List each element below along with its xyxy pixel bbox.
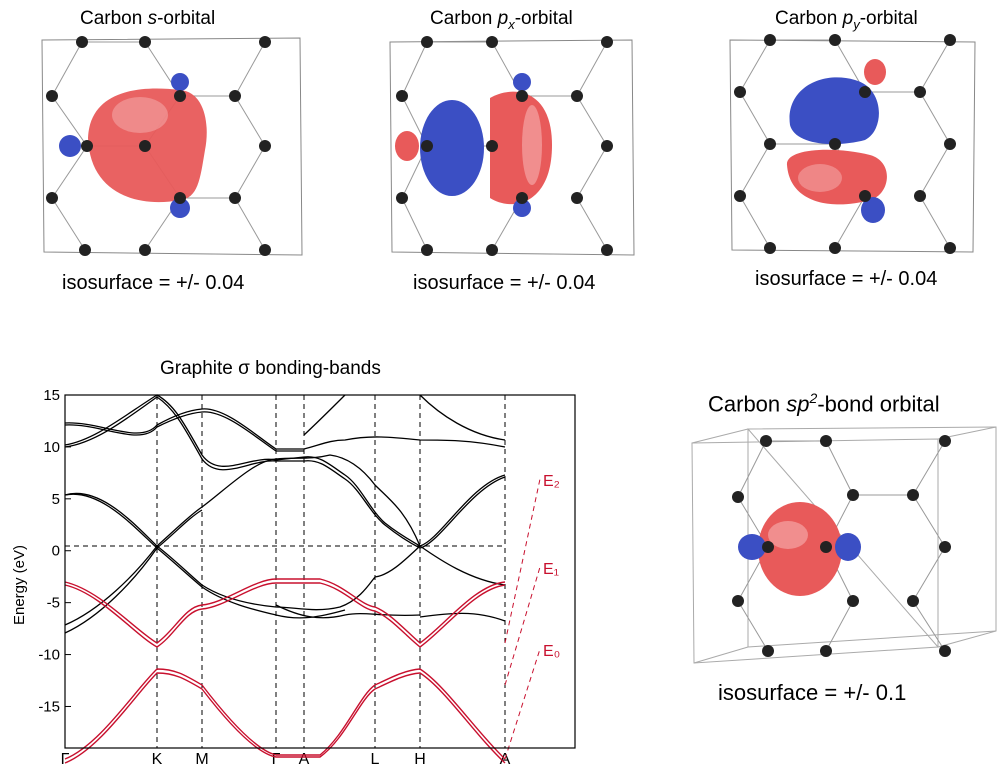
sp2-orbital-title: Carbon sp2-bond orbital <box>708 390 940 417</box>
sp2-orbital-isosurface: isosurface = +/- 0.1 <box>718 680 907 705</box>
title-suffix: -bond orbital <box>817 391 940 417</box>
x-tick-label: K <box>152 751 163 765</box>
x-tick-label: Γ <box>61 751 70 765</box>
px-orbital-image <box>389 36 635 256</box>
title-prefix: Carbon <box>708 391 787 417</box>
y-ticks: 15 10 5 0 -5 -10 -15 <box>38 387 71 715</box>
s-orbital-title: Carbon s-orbital <box>80 8 215 30</box>
title-subscript: y <box>853 16 860 32</box>
x-tick-label: H <box>414 751 426 765</box>
title-italic: p <box>497 8 509 29</box>
annotation-e1: E₁ <box>543 561 559 578</box>
title-suffix: -orbital <box>157 8 216 29</box>
px-orbital-isosurface: isosurface = +/- 0.04 <box>413 272 596 294</box>
py-orbital-isosurface: isosurface = +/- 0.04 <box>755 268 938 290</box>
title-italic: s <box>147 8 158 29</box>
title-italic: p <box>842 8 854 29</box>
s-orbital-image <box>41 36 303 256</box>
highlighted-bands <box>64 578 506 764</box>
x-tick-label: M <box>195 751 208 765</box>
py-orbital-title: Carbon py-orbital <box>775 8 918 32</box>
sp2-orbital-image <box>691 426 997 664</box>
title-suffix: -orbital <box>859 8 918 29</box>
y-tick-label: -10 <box>38 647 60 664</box>
y-tick-label: 10 <box>43 439 60 456</box>
title-prefix: Carbon <box>80 8 148 29</box>
y-tick-label: 15 <box>43 387 60 404</box>
x-tick-label: L <box>371 751 380 765</box>
title-prefix: Carbon <box>430 8 498 29</box>
y-tick-label: -5 <box>47 595 60 612</box>
x-tick-label: A <box>299 751 310 765</box>
px-orbital-title: Carbon px-orbital <box>430 8 573 32</box>
title-prefix: Carbon <box>775 8 843 29</box>
y-axis-label: Energy (eV) <box>11 545 28 625</box>
y-tick-label: 0 <box>52 543 60 560</box>
energy-level-guides <box>504 478 541 760</box>
py-orbital-image <box>729 34 976 254</box>
title-superscript: 2 <box>809 390 818 406</box>
y-tick-label: -15 <box>38 698 60 715</box>
black-bands <box>64 394 506 634</box>
title-suffix: -orbital <box>514 8 573 29</box>
s-orbital-isosurface: isosurface = +/- 0.04 <box>62 272 245 294</box>
y-tick-label: 5 <box>52 491 60 508</box>
title-subscript: x <box>508 16 515 32</box>
title-italic: sp <box>786 391 810 417</box>
annotation-e2: E₂ <box>543 473 560 490</box>
x-tick-label: Γ <box>272 751 281 765</box>
chart-title: Graphite σ bonding-bands <box>160 358 381 379</box>
plot-frame <box>64 394 576 749</box>
annotation-e0: E₀ <box>543 643 560 660</box>
